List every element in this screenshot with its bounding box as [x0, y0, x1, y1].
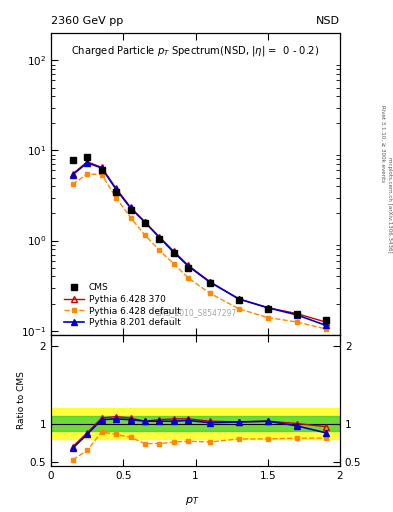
- Legend: CMS, Pythia 6.428 370, Pythia 6.428 default, Pythia 8.201 default: CMS, Pythia 6.428 370, Pythia 6.428 defa…: [64, 283, 180, 327]
- Text: mcplots.cern.ch [arXiv:1306.3436]: mcplots.cern.ch [arXiv:1306.3436]: [387, 157, 391, 252]
- Bar: [51, 408, 340, 439]
- Y-axis label: Ratio to CMS: Ratio to CMS: [17, 371, 26, 429]
- Text: CMS_2010_S8547297: CMS_2010_S8547297: [154, 308, 237, 317]
- Text: NSD: NSD: [316, 15, 340, 26]
- Bar: [51, 416, 340, 431]
- Text: 2360 GeV pp: 2360 GeV pp: [51, 15, 123, 26]
- Text: Charged Particle $p_T$ Spectrum(NSD, |$\eta$| =  0 - 0.2): Charged Particle $p_T$ Spectrum(NSD, |$\…: [72, 44, 320, 58]
- Text: $p_T$: $p_T$: [185, 495, 200, 507]
- Text: Rivet 3.1.10, ≥ 300k events: Rivet 3.1.10, ≥ 300k events: [381, 105, 386, 182]
